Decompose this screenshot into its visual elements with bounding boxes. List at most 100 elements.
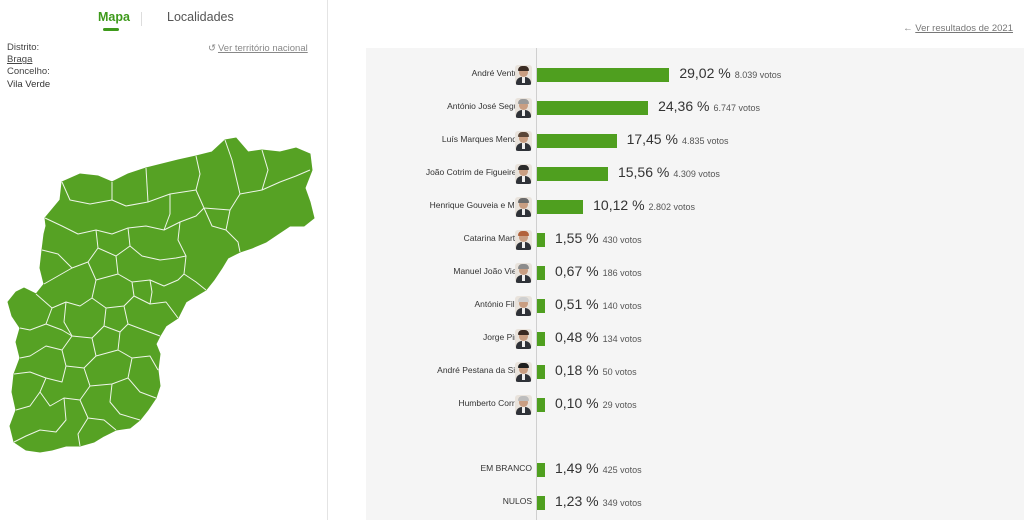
candidate-row: Catarina Martins 1,55 % 430 votos [366, 229, 1024, 251]
vote-count: 6.747 votos [713, 103, 760, 113]
result-bar [537, 463, 545, 477]
candidate-photo [515, 329, 532, 349]
vote-count: 425 votos [602, 465, 642, 475]
active-tab-indicator [103, 28, 119, 31]
result-percent: 24,36 % 6.747 votos [658, 98, 760, 114]
candidate-row: André Ventura 29,02 % 8.039 votos [366, 64, 1024, 86]
results-chart: André Ventura 29,02 % 8.039 votos António J… [366, 48, 1024, 520]
result-percent: 0,67 % 186 votos [555, 263, 642, 279]
candidate-photo [515, 131, 532, 151]
candidate-row: Humberto Correia 0,10 % 29 votos [366, 394, 1024, 416]
candidate-photo [515, 98, 532, 118]
result-bar [537, 233, 545, 247]
percent-text: 0,67 % [555, 263, 599, 279]
candidate-photo [515, 65, 532, 85]
distrito-link[interactable]: Braga [7, 54, 33, 66]
other-votes-row: EM BRANCO 1,49 % 425 votos [366, 459, 1024, 481]
candidate-photo [515, 395, 532, 415]
vote-count: 186 votos [602, 268, 642, 278]
concelho-label: Concelho: [7, 66, 50, 78]
view-tabs: Mapa Localidades [0, 10, 328, 34]
row-name: André Pestana da Silva [437, 365, 526, 375]
result-bar [537, 167, 608, 181]
concelho-map [7, 137, 315, 453]
distrito-label: Distrito: [7, 42, 40, 53]
result-bar [537, 496, 545, 510]
row-name: André Ventura [471, 68, 526, 78]
result-percent: 0,48 % 134 votos [555, 329, 642, 345]
result-bar [537, 299, 545, 313]
undo-icon: ↺ [208, 43, 216, 54]
row-name: Humberto Correia [458, 398, 526, 408]
row-name: Luís Marques Mendes [441, 134, 526, 144]
result-percent: 1,23 % 349 votos [555, 493, 642, 509]
candidate-row: João Cotrim de Figueiredo 15,56 % 4.309 vo… [366, 163, 1024, 185]
result-percent: 0,10 % 29 votos [555, 395, 637, 411]
candidate-row: António Filipe 0,51 % 140 votos [366, 295, 1024, 317]
tab-mapa[interactable]: Mapa [98, 10, 130, 31]
result-bar [537, 266, 545, 280]
percent-text: 0,18 % [555, 362, 599, 378]
candidate-photo [515, 197, 532, 217]
vote-count: 4.835 votos [681, 136, 729, 146]
row-name: NULOS [502, 496, 532, 506]
percent-text: 1,23 % [555, 493, 599, 509]
vote-count: 4.309 votos [673, 169, 720, 179]
result-percent: 1,49 % 425 votos [555, 460, 642, 476]
concelho-value: Vila Verde [7, 78, 51, 90]
percent-text: 1,49 % [555, 460, 599, 476]
vote-count: 2.802 votos [648, 202, 696, 212]
result-bar [537, 68, 670, 82]
result-percent: 10,12 % 2.802 votos [593, 197, 695, 213]
candidate-row: Henrique Gouveia e Melo 10,12 % 2.802 voto… [366, 196, 1024, 218]
row-name: Jorge Pinto [483, 332, 526, 342]
result-bar [537, 365, 545, 379]
result-percent: 29,02 % 8.039 votos [679, 65, 781, 81]
result-percent: 0,18 % 50 votos [555, 362, 637, 378]
tab-localidades[interactable]: Localidades [167, 10, 234, 24]
row-name: João Cotrim de Figueiredo [425, 167, 526, 177]
arrow-left-icon: ← [903, 23, 913, 34]
candidate-row: Luís Marques Mendes 17,45 % 4.835 votos [366, 130, 1024, 152]
result-bar [537, 332, 545, 346]
candidate-photo [515, 296, 532, 316]
percent-text: 0,48 % [555, 329, 599, 345]
map-panel: Mapa Localidades Distrito: Braga Concelh… [0, 0, 328, 520]
result-bar [537, 398, 545, 412]
result-percent: 17,45 % 4.835 votos [627, 131, 729, 147]
percent-text: 0,51 % [555, 296, 599, 312]
percent-text: 29,02 % [679, 65, 731, 81]
vote-count: 134 votos [602, 334, 642, 344]
national-territory-text: Ver território nacional [217, 43, 308, 54]
row-name: António José Seguro [447, 101, 526, 111]
map-parishes[interactable] [7, 137, 315, 453]
candidate-photo [515, 230, 532, 250]
candidate-photo [515, 263, 532, 283]
percent-text: 15,56 % [617, 164, 670, 180]
chart-axis [536, 48, 537, 520]
row-name: EM BRANCO [480, 463, 532, 473]
percent-text: 24,36 % [658, 98, 710, 114]
national-territory-link[interactable]: ↺ Ver território nacional [208, 43, 308, 54]
result-percent: 15,56 % 4.309 votos [618, 164, 720, 180]
previous-results-text: Ver resultados de 2021 [915, 23, 1013, 34]
candidate-row: Jorge Pinto 0,48 % 134 votos [366, 328, 1024, 350]
result-bar [537, 134, 617, 148]
percent-text: 1,55 % [555, 230, 599, 246]
vote-count: 430 votos [602, 235, 642, 245]
tab-localidades-label: Localidades [167, 10, 234, 24]
candidate-row: António José Seguro 24,36 % 6.747 votos [366, 97, 1024, 119]
vote-count: 50 votos [602, 367, 637, 377]
previous-results-link[interactable]: ← Ver resultados de 2021 [903, 23, 1013, 34]
tab-divider [141, 12, 142, 26]
vote-count: 349 votos [602, 498, 642, 508]
row-name: António Filipe [474, 299, 526, 309]
result-bar [537, 101, 649, 115]
percent-text: 10,12 % [593, 197, 645, 213]
candidate-photo [515, 164, 532, 184]
results-panel: ← Ver resultados de 2021 André Ventura 29… [346, 0, 1024, 520]
tab-mapa-label: Mapa [98, 10, 130, 24]
vote-count: 8.039 votos [734, 70, 782, 80]
candidate-row: Manuel João Vieira 0,67 % 186 votos [366, 262, 1024, 284]
row-name: Manuel João Vieira [453, 266, 526, 276]
